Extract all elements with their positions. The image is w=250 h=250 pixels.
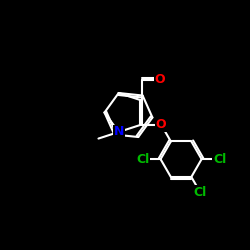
Text: Cl: Cl [194,186,207,199]
Text: Cl: Cl [136,153,149,166]
Text: N: N [114,126,124,138]
Text: Cl: Cl [213,153,226,166]
Text: O: O [156,118,166,131]
Text: O: O [154,74,165,86]
